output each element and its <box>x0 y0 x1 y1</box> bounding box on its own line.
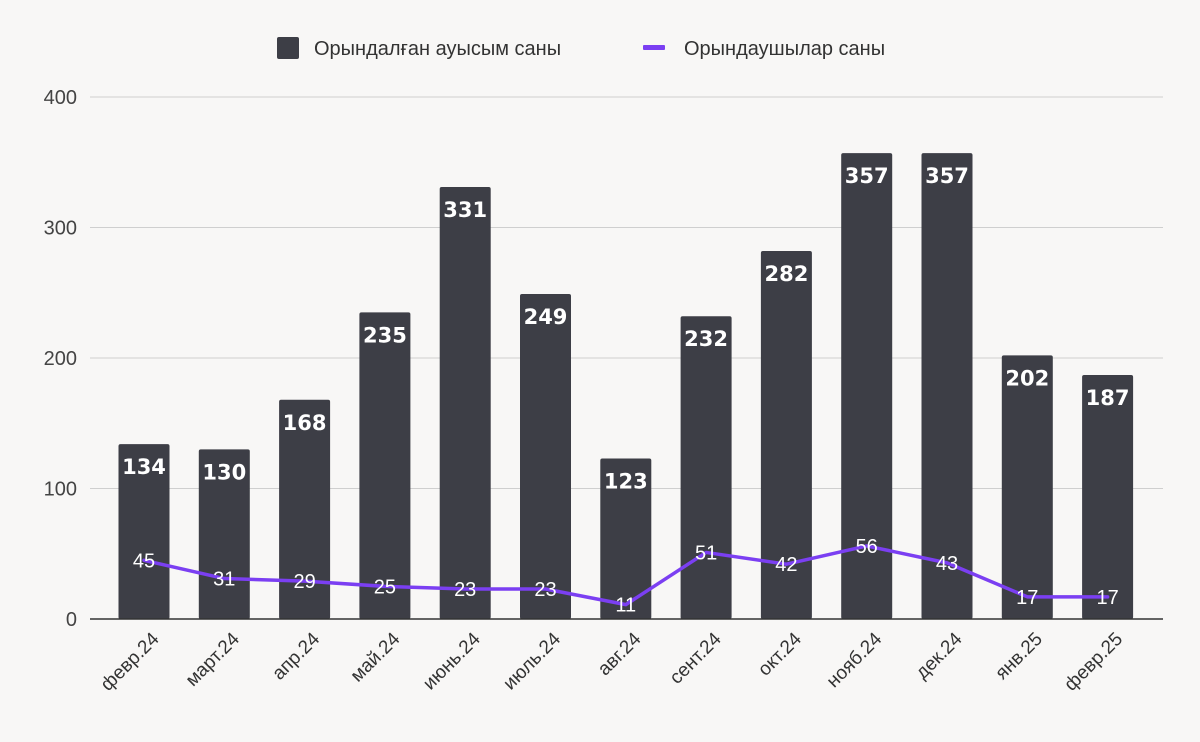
bar-value-label: 357 <box>845 164 889 188</box>
y-tick-label: 400 <box>44 87 77 109</box>
bar-value-label: 282 <box>764 262 808 286</box>
line-value-label: 42 <box>775 554 797 576</box>
y-axis-ticks: 0 100 200 300 400 <box>44 87 77 631</box>
line-value-label: 45 <box>133 550 155 572</box>
bar-value-label: 235 <box>363 323 407 347</box>
bar-value-label: 357 <box>925 164 969 188</box>
x-tick-label: авг.24 <box>594 628 646 680</box>
legend: Орындалған ауысым саны Орындаушылар саны <box>277 37 885 60</box>
line-value-label: 29 <box>293 571 315 593</box>
bar <box>1082 374 1134 619</box>
x-tick-label: апр.24 <box>268 628 324 684</box>
line-value-label: 51 <box>695 542 717 564</box>
x-tick-label: май.24 <box>347 628 405 686</box>
bar <box>1001 355 1053 619</box>
bar <box>359 312 411 619</box>
legend-swatch-bars <box>277 37 299 59</box>
x-tick-label: янв.25 <box>991 629 1046 684</box>
bar-value-label: 123 <box>604 469 648 493</box>
bar-value-label: 331 <box>443 198 487 222</box>
x-tick-label: февр.25 <box>1060 629 1127 696</box>
bar <box>279 399 331 619</box>
line-path <box>142 544 1110 607</box>
x-tick-label: июнь.24 <box>419 628 485 694</box>
bar-value-label: 249 <box>524 305 568 329</box>
line-value-label: 43 <box>936 553 958 575</box>
legend-label-line: Орындаушылар саны <box>684 38 885 60</box>
bar <box>600 458 652 619</box>
bar-value-label: 187 <box>1086 386 1130 410</box>
y-tick-label: 300 <box>44 218 77 240</box>
bar <box>439 187 491 620</box>
line-value-label: 56 <box>856 536 878 558</box>
line-series: 45 31 29 25 23 23 11 51 42 56 43 17 17 <box>133 536 1119 617</box>
x-tick-label: нояб.24 <box>823 628 887 692</box>
x-tick-label: окт.24 <box>754 628 806 680</box>
bar <box>520 294 571 619</box>
bar-value-label: 202 <box>1005 366 1049 390</box>
bar-value-label: 232 <box>684 327 728 351</box>
legend-swatch-line <box>643 45 665 50</box>
x-tick-label: сент.24 <box>666 628 726 688</box>
x-axis-ticks: февр.24 март.24 апр.24 май.24 июнь.24 июль.24… <box>97 628 1127 695</box>
line-value-label: 17 <box>1096 587 1118 609</box>
bar <box>680 316 732 619</box>
bar <box>921 153 973 620</box>
line-value-label: 25 <box>374 576 396 598</box>
x-tick-label: февр.24 <box>97 628 164 695</box>
bar <box>760 250 812 620</box>
bar-value-label: 134 <box>122 455 166 479</box>
bar <box>841 153 893 620</box>
bar <box>118 444 170 619</box>
line-value-label: 11 <box>615 595 636 617</box>
y-tick-label: 0 <box>66 609 77 631</box>
x-tick-label: март.24 <box>182 628 244 690</box>
bar-value-label: 168 <box>283 411 327 435</box>
x-tick-label: июль.24 <box>499 628 565 694</box>
line-value-label: 31 <box>213 569 235 591</box>
bar-series: 134 130 168 235 331 249 123 232 282 357 357 202 187 <box>118 153 1134 620</box>
y-tick-label: 200 <box>44 348 77 370</box>
y-tick-label: 100 <box>44 479 77 501</box>
legend-label-bars: Орындалған ауысым саны <box>314 38 561 60</box>
x-tick-label: дек.24 <box>912 628 967 683</box>
bar-value-label: 130 <box>202 460 246 484</box>
line-value-label: 23 <box>534 579 556 601</box>
line-value-label: 17 <box>1016 587 1038 609</box>
line-value-label: 23 <box>454 579 476 601</box>
